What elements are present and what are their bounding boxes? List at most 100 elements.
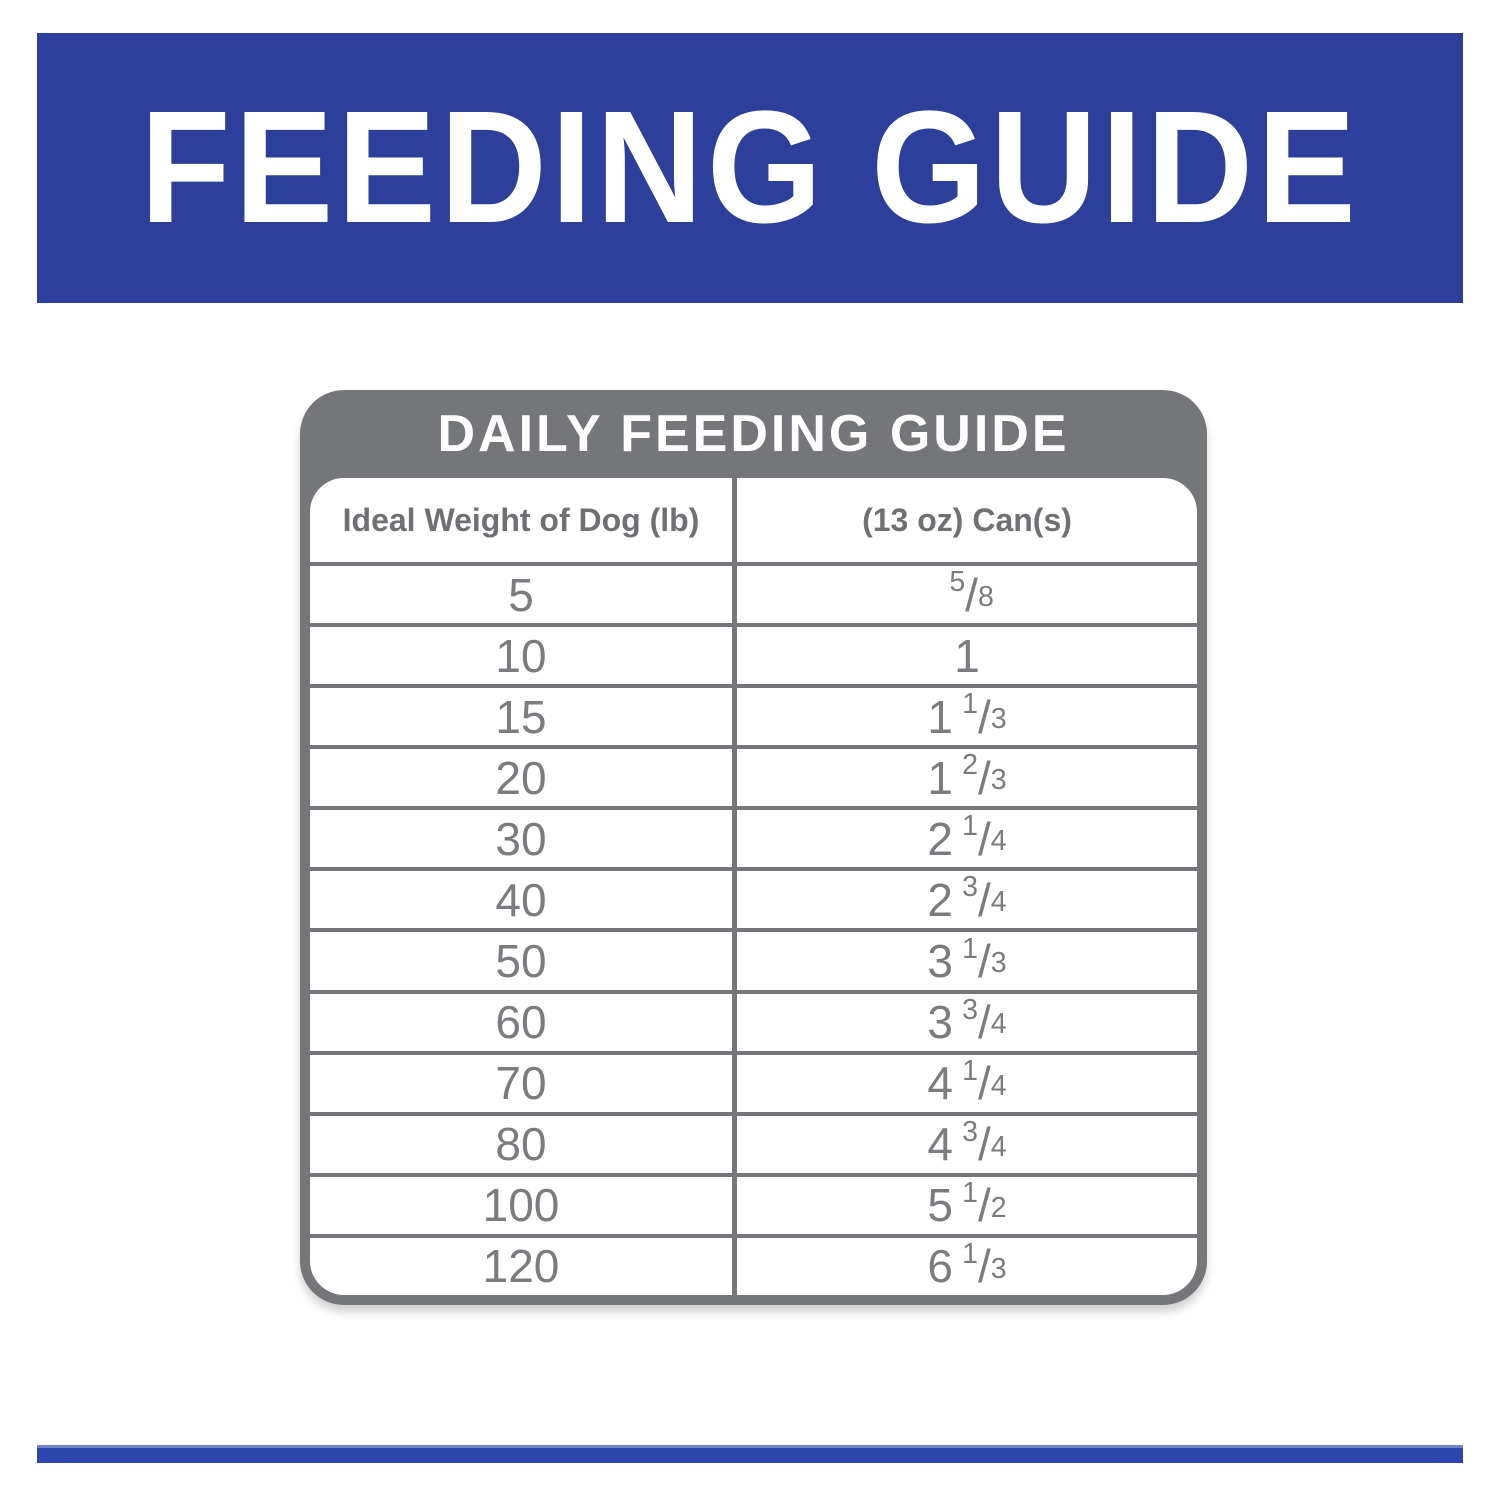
weight-value: 120 — [482, 1240, 560, 1293]
cans-cell: 6 1/3 — [737, 1238, 1197, 1295]
cans-cell: 4 3/4 — [737, 1116, 1197, 1173]
weight-cell: 15 — [310, 688, 737, 746]
cans-fraction-numerator: 3 — [962, 871, 978, 904]
cans-fraction-denominator: 3 — [990, 1252, 1007, 1285]
cans-cell: 3 1/3 — [737, 932, 1197, 989]
cans-fraction-numerator: 1 — [962, 932, 978, 965]
cans-fraction-slash: / — [977, 690, 991, 743]
table-body: Ideal Weight of Dog (lb) (13 oz) Can(s) … — [310, 478, 1197, 1295]
table-row: 60 3 3/4 — [310, 989, 1197, 1051]
cans-fraction-denominator: 3 — [990, 703, 1007, 736]
weight-value: 50 — [495, 935, 547, 987]
cans-cell: 5 1/2 — [737, 1177, 1197, 1234]
table-row: 5 5/8 — [310, 562, 1197, 624]
weight-value: 15 — [495, 690, 547, 743]
cans-fraction-numerator: 1 — [962, 1237, 978, 1270]
cans-whole-value: 6 — [927, 1240, 953, 1293]
weight-cell: 70 — [310, 1054, 737, 1112]
weight-value: 70 — [495, 1057, 547, 1110]
cans-fraction-numerator: 3 — [962, 993, 978, 1026]
weight-value: 20 — [495, 751, 547, 804]
weight-cell: 40 — [310, 871, 737, 929]
cans-whole-value: 4 — [927, 1118, 953, 1171]
cans-fraction-denominator: 2 — [990, 1191, 1007, 1224]
cans-fraction-denominator: 8 — [977, 580, 994, 613]
weight-value: 100 — [482, 1179, 560, 1232]
cans-whole-value: 4 — [927, 1057, 953, 1110]
cans-whole-value: 5 — [927, 1179, 953, 1232]
table-row: 120 6 1/3 — [310, 1233, 1197, 1295]
daily-feeding-guide-table: DAILY FEEDING GUIDE Ideal Weight of Dog … — [300, 390, 1207, 1305]
weight-cell: 30 — [310, 810, 737, 868]
table-row: 80 4 3/4 — [310, 1111, 1197, 1173]
column-header-cans: (13 oz) Can(s) — [862, 501, 1072, 538]
table-row: 15 1 1/3 — [310, 684, 1197, 746]
cans-cell: 3 3/4 — [737, 994, 1197, 1051]
table-row: 40 2 3/4 — [310, 867, 1197, 929]
feeding-guide-banner: FEEDING GUIDE — [37, 33, 1463, 303]
weight-value: 60 — [495, 996, 547, 1049]
cans-whole-value: 1 — [954, 629, 980, 682]
cans-cell: 2 1/4 — [737, 810, 1197, 867]
cans-fraction-slash: / — [977, 1240, 991, 1293]
weight-value: 10 — [495, 629, 547, 682]
cans-fraction-slash: / — [965, 568, 978, 621]
table-row: 70 4 1/4 — [310, 1050, 1197, 1112]
table-row: 50 3 1/3 — [310, 928, 1197, 990]
weight-cell: 5 — [310, 566, 737, 624]
cans-fraction-slash: / — [977, 1118, 991, 1171]
table-rows: 5 5/8 10 1 15 1 1/3 20 1 2/3 30 — [310, 562, 1197, 1295]
weight-cell: 50 — [310, 932, 737, 990]
footer-accent-bar — [37, 1445, 1463, 1463]
cans-fraction-slash: / — [977, 1179, 991, 1232]
banner-title: FEEDING GUIDE — [140, 78, 1360, 257]
cans-whole-value: 2 — [927, 873, 953, 926]
cans-fraction-numerator: 1 — [962, 688, 978, 721]
cans-fraction-numerator: 1 — [962, 1176, 978, 1209]
cans-fraction-slash: / — [977, 873, 991, 926]
cans-fraction-slash: / — [977, 812, 991, 865]
cans-fraction-denominator: 4 — [990, 1069, 1007, 1102]
cans-cell: 2 3/4 — [737, 871, 1197, 928]
table-title: DAILY FEEDING GUIDE — [437, 405, 1070, 463]
table-header-row: Ideal Weight of Dog (lb) (13 oz) Can(s) — [310, 478, 1197, 562]
weight-value: 5 — [508, 568, 534, 621]
cans-fraction-denominator: 4 — [990, 1130, 1007, 1163]
cans-whole-value: 3 — [927, 996, 953, 1049]
cans-fraction-denominator: 3 — [990, 947, 1007, 980]
cans-whole-value: 3 — [927, 935, 953, 987]
cans-whole-value: 1 — [927, 690, 953, 743]
cans-whole-value: 1 — [927, 751, 953, 804]
cans-cell: 5/8 — [737, 566, 1197, 623]
cans-fraction-numerator: 5 — [949, 566, 966, 599]
table-row: 10 1 — [310, 623, 1197, 685]
cans-fraction-slash: / — [977, 996, 991, 1049]
weight-cell: 10 — [310, 627, 737, 685]
column-header-weight: Ideal Weight of Dog (lb) — [310, 478, 737, 562]
cans-fraction-denominator: 4 — [990, 1008, 1007, 1041]
table-row: 30 2 1/4 — [310, 806, 1197, 868]
cans-cell: 1 — [737, 627, 1197, 684]
cans-fraction-numerator: 3 — [962, 1115, 978, 1148]
cans-fraction-denominator: 4 — [990, 886, 1007, 919]
cans-cell: 4 1/4 — [737, 1055, 1197, 1112]
weight-cell: 20 — [310, 749, 737, 807]
cans-fraction-slash: / — [977, 935, 991, 987]
weight-cell: 100 — [310, 1176, 737, 1234]
cans-fraction-numerator: 1 — [962, 810, 978, 843]
cans-fraction-denominator: 3 — [990, 764, 1007, 797]
weight-cell: 120 — [310, 1237, 737, 1295]
weight-cell: 60 — [310, 993, 737, 1051]
cans-cell: 1 1/3 — [737, 688, 1197, 745]
cans-cell: 1 2/3 — [737, 749, 1197, 806]
weight-value: 80 — [495, 1118, 547, 1171]
cans-fraction-numerator: 2 — [962, 749, 978, 782]
cans-fraction-slash: / — [977, 751, 991, 804]
cans-fraction-denominator: 4 — [990, 825, 1007, 858]
weight-value: 40 — [495, 873, 547, 926]
table-row: 20 1 2/3 — [310, 745, 1197, 807]
table-row: 100 5 1/2 — [310, 1172, 1197, 1234]
weight-cell: 80 — [310, 1115, 737, 1173]
cans-fraction-slash: / — [977, 1057, 991, 1110]
